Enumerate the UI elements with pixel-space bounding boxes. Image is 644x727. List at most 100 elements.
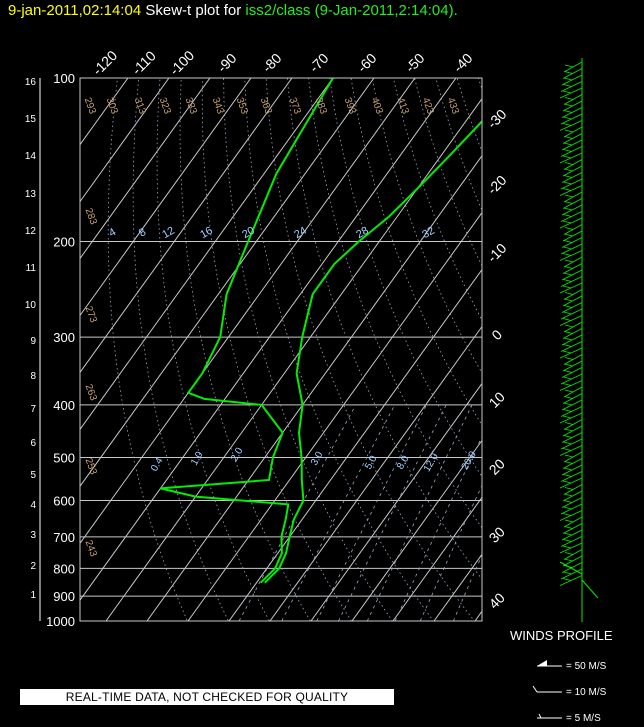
dry-adiabat xyxy=(456,78,482,153)
mixing-ratio-line xyxy=(453,554,482,621)
top-temp-label: -100 xyxy=(166,47,197,78)
theta-label: 403 xyxy=(369,96,385,116)
isotherm-line xyxy=(80,78,211,260)
height-km-label: 2 xyxy=(30,561,36,572)
wind-barb-flag xyxy=(564,194,574,198)
pressure-label: 700 xyxy=(53,530,75,545)
wind-barb-flag xyxy=(563,214,572,217)
wind-barb-flag xyxy=(564,519,574,523)
dewpoint-trace xyxy=(160,78,334,584)
theta-label: 323 xyxy=(157,96,173,116)
isotherm-line xyxy=(392,496,482,621)
wind-legend-10-barb xyxy=(532,685,538,693)
mixing-ratio-line xyxy=(281,404,396,621)
wind-barb-flag xyxy=(563,539,572,542)
wind-barb-flag xyxy=(563,500,573,503)
wind-barb-flag xyxy=(563,409,572,412)
mixing-ratio-label: 4 xyxy=(107,226,118,239)
wind-barb-flag xyxy=(563,84,572,87)
mixing-ratio-label: 16 xyxy=(198,225,215,242)
wind-barb-flag xyxy=(563,246,572,250)
wind-barb-flag xyxy=(564,233,573,237)
mixing-ratio-line xyxy=(338,404,447,621)
wind-barb-flag xyxy=(564,389,574,393)
wind-barb-flag xyxy=(562,253,572,256)
dry-adiabat xyxy=(132,78,229,621)
wind-barb-flag xyxy=(564,266,573,269)
wind-barb-flag xyxy=(562,350,572,354)
wind-barb-flag xyxy=(563,506,572,510)
wind-barb-flag xyxy=(564,422,574,425)
wind-barb-flag xyxy=(563,142,573,146)
temperature-trace xyxy=(264,119,482,584)
mixing-ratio-label: 12 xyxy=(160,225,177,242)
height-km-label: 13 xyxy=(25,189,37,200)
top-temp-label: -80 xyxy=(259,50,285,76)
wind-barb-flag xyxy=(564,292,574,295)
wind-barb-flag xyxy=(563,402,573,406)
wind-barb-flag xyxy=(564,552,574,555)
wind-barb-flag xyxy=(562,448,572,451)
wind-barb-flag xyxy=(562,578,572,581)
wind-barb-flag xyxy=(563,376,572,380)
dry-adiabat xyxy=(107,78,188,621)
wind-barb-flag xyxy=(563,370,573,373)
wind-barb-flag xyxy=(563,441,572,445)
top-temp-label: -70 xyxy=(306,50,332,76)
pressure-label: 100 xyxy=(53,71,75,86)
wind-barb-flag xyxy=(563,181,572,185)
mixing-ratio-label: 28 xyxy=(354,225,371,242)
wind-barb-flag xyxy=(564,259,574,263)
source-label: iss2/class xyxy=(245,2,311,19)
wind-barb-flag xyxy=(563,207,573,211)
height-km-label: 9 xyxy=(30,336,36,347)
wind-barb-flag xyxy=(564,162,574,165)
wind-barb-flag xyxy=(564,129,574,133)
wind-barb-flag xyxy=(564,64,574,68)
wind-barb-flag xyxy=(563,344,572,347)
isotherm-line xyxy=(269,325,482,621)
isotherm-line xyxy=(310,382,482,621)
right-temp-label: -20 xyxy=(484,172,510,198)
dry-adiabat xyxy=(393,78,482,321)
height-km-label: 5 xyxy=(30,470,36,481)
isotherm-line xyxy=(80,78,457,602)
wind-barb-flag xyxy=(564,201,573,204)
source-time: (9-Jan-2011,2:14:04) xyxy=(314,2,454,19)
theta-label-left: 263 xyxy=(83,383,99,403)
wind-barb-flag xyxy=(563,116,572,120)
isotherm-line xyxy=(80,78,252,317)
theta-label: 343 xyxy=(210,96,226,116)
height-km-label: 12 xyxy=(25,226,37,237)
theta-label: 303 xyxy=(104,96,120,116)
isotherm-line xyxy=(351,439,482,621)
height-km-label: 8 xyxy=(30,371,36,382)
dry-adiabat xyxy=(414,78,482,267)
dry-adiabat xyxy=(371,78,482,374)
theta-label: 433 xyxy=(445,96,461,116)
wind-barb-flag xyxy=(562,480,572,484)
wind-barb-flag xyxy=(564,298,573,302)
isotherm-line xyxy=(105,97,482,621)
pressure-label: 900 xyxy=(53,589,75,604)
pressure-label: 600 xyxy=(53,494,75,509)
dry-adiabat xyxy=(435,78,482,212)
wind-barb-flag xyxy=(562,545,572,549)
isotherm-line xyxy=(80,78,375,488)
winds-profile-title: WINDS PROFILE xyxy=(510,628,613,643)
wind-barb-flag xyxy=(563,272,573,276)
wind-barb-flag xyxy=(563,175,573,178)
theta-label-left: 283 xyxy=(83,207,99,227)
theta-label: 393 xyxy=(342,96,358,116)
wind-barb-flag xyxy=(564,227,574,230)
theta-label-left: 253 xyxy=(83,457,99,477)
isotherm-line xyxy=(557,78,644,621)
theta-label: 413 xyxy=(395,96,411,116)
wind-barb-flag xyxy=(563,110,573,113)
wind-barb-flag xyxy=(563,311,572,315)
height-km-label: 16 xyxy=(25,77,37,88)
mixing-ratio-line xyxy=(238,404,357,621)
height-km-label: 10 xyxy=(25,300,37,311)
height-km-label: 6 xyxy=(30,438,36,449)
